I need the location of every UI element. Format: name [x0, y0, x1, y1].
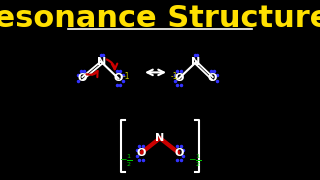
Text: O: O	[136, 148, 146, 158]
Text: N: N	[97, 57, 106, 68]
Text: N: N	[191, 57, 200, 68]
Text: O: O	[208, 73, 217, 83]
Text: $-\frac{1}{2}$: $-\frac{1}{2}$	[119, 153, 132, 169]
Text: $-\frac{1}{2}$: $-\frac{1}{2}$	[188, 153, 201, 169]
Text: -1: -1	[123, 72, 131, 81]
Text: O: O	[174, 73, 184, 83]
Text: O: O	[174, 148, 184, 158]
Text: O: O	[114, 73, 123, 83]
Text: -1: -1	[171, 72, 178, 81]
Text: N: N	[156, 133, 164, 143]
Text: Resonance Structures: Resonance Structures	[0, 4, 320, 33]
Text: O: O	[78, 73, 87, 83]
